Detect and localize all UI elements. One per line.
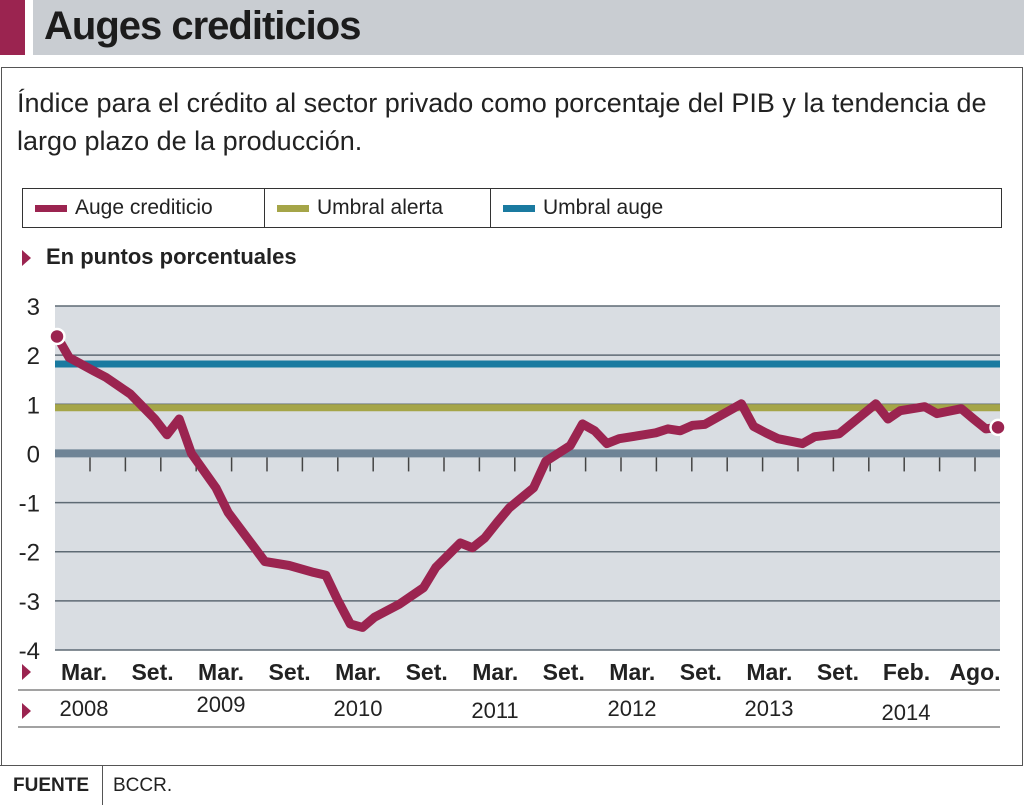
footer: FUENTE BCCR. (0, 765, 1022, 805)
endpoint-marker (48, 327, 66, 346)
x-tick-label: Feb. (883, 659, 930, 685)
endpoint-marker (989, 418, 1007, 437)
legend-item-auge: Auge crediticio (23, 189, 264, 227)
legend-swatch (277, 204, 309, 212)
x-tick-label: Set. (543, 659, 585, 685)
y-tick-label: -1 (19, 491, 40, 518)
year-label: 2012 (608, 696, 657, 721)
x-tick-label: Mar. (609, 659, 655, 685)
x-tick-label: Set. (269, 659, 311, 685)
source-value: BCCR. (113, 774, 173, 796)
legend-label: Umbral auge (543, 196, 664, 219)
year-label: 2009 (197, 692, 246, 717)
header-accent (0, 0, 25, 55)
triangle-marker-icon (22, 703, 31, 719)
year-label: 2014 (882, 700, 931, 725)
y-tick-label: 1 (27, 392, 40, 419)
x-tick-label: Set. (406, 659, 448, 685)
x-tick-label: Set. (817, 659, 859, 685)
chart-subtitle: Índice para el crédito al sector privado… (17, 88, 987, 156)
y-tick-label: 3 (27, 294, 40, 321)
series-line-auge-crediticio (52, 332, 1003, 632)
plot-background (55, 306, 1000, 650)
legend-item-umbral-auge: Umbral auge (490, 189, 1001, 227)
chart-title: Auges crediticios (44, 4, 361, 48)
triangle-marker-icon (22, 664, 31, 680)
triangle-marker-icon (22, 250, 31, 266)
unit-label: En puntos porcentuales (46, 244, 297, 269)
x-tick-label: Mar. (746, 659, 792, 685)
chart-frame (1, 67, 1023, 766)
legend-item-alerta: Umbral alerta (264, 189, 490, 227)
legend: Auge crediticio Umbral alerta Umbral aug… (22, 188, 1002, 228)
title-bar (33, 0, 1024, 55)
y-tick-label: 2 (27, 343, 40, 370)
x-tick-label: Set. (680, 659, 722, 685)
year-label: 2013 (745, 696, 794, 721)
year-label: 2008 (60, 696, 109, 721)
year-label: 2011 (471, 698, 518, 723)
legend-label: Umbral alerta (317, 196, 444, 219)
y-tick-label: -4 (19, 638, 40, 665)
y-tick-label: 0 (27, 441, 40, 468)
x-tick-label: Set. (131, 659, 173, 685)
legend-swatch (503, 204, 535, 212)
y-tick-label: -3 (19, 589, 40, 616)
chart-plot: 3 2 1 0 -1 -2 -3 -4 Mar. Set. Mar. Set. Mar. Set. Mar.… (18, 294, 1007, 728)
x-tick-label: Mar. (335, 659, 381, 685)
legend-swatch (35, 204, 67, 212)
x-tick-label: Mar. (472, 659, 518, 685)
x-tick-label: Mar. (198, 659, 244, 685)
source-label: FUENTE (0, 766, 103, 805)
x-tick-label: Mar. (61, 659, 107, 685)
x-tick-label: Ago. (949, 659, 1000, 685)
legend-label: Auge crediticio (75, 196, 213, 219)
y-tick-label: -2 (19, 540, 40, 567)
year-label: 2010 (334, 696, 383, 721)
